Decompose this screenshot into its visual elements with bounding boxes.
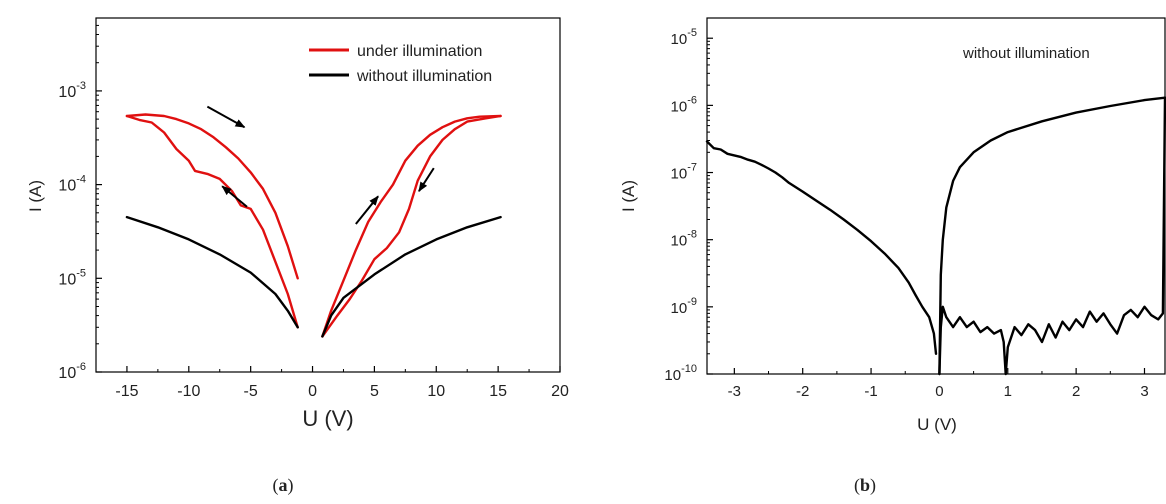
plot-frame (95, 17, 561, 373)
x-tick-label: -3 (728, 383, 741, 400)
series-line-series-0 (705, 140, 938, 355)
x-tick-label: 5 (370, 383, 379, 400)
y-axis: 10-6 10-5 10-4 10-3 (58, 24, 102, 382)
x-tick-label: -1 (864, 383, 877, 400)
direction-arrow (355, 195, 379, 225)
series-line-under-illumination (321, 114, 502, 338)
series-line-series-0 (938, 96, 1166, 376)
series-line-without-illumination (321, 215, 502, 338)
x-tick-label: 10 (427, 383, 445, 400)
y-tick-label: 10-5 (58, 267, 86, 288)
x-tick-label: 1 (1004, 383, 1012, 400)
y-tick-label: 10-6 (58, 361, 86, 382)
y-axis-label: I (A) (619, 180, 638, 212)
series-line-under-illumination (321, 114, 502, 338)
x-tick-label: 15 (489, 383, 507, 400)
y-tick-label: 10-8 (671, 229, 697, 250)
panel-label-b: (b) (854, 475, 876, 496)
panel-label-a: (a) (273, 475, 294, 496)
x-tick-label: -15 (115, 383, 138, 400)
x-axis-label: U (V) (917, 415, 957, 434)
y-tick-label: 10-9 (671, 296, 697, 317)
direction-arrow (206, 105, 246, 129)
x-tick-label: 20 (551, 383, 569, 400)
series-line-under-illumination (125, 114, 299, 329)
y-axis-label: I (A) (26, 180, 45, 212)
series-line-series-0 (938, 96, 1166, 376)
x-axis: -15 -10 -5 0 5 10 15 20 (115, 366, 569, 400)
x-tick-label: -2 (796, 383, 809, 400)
series-layer (705, 96, 1166, 376)
y-tick-label: 10-10 (664, 363, 697, 384)
x-tick-label: 0 (935, 383, 943, 400)
x-tick-label: -10 (177, 383, 200, 400)
y-tick-label: 10-4 (58, 174, 86, 195)
series-line-under-illumination (125, 113, 299, 280)
y-axis: 10-10 10-9 10-8 10-7 10-6 10-5 (664, 27, 713, 384)
direction-arrow (221, 185, 248, 208)
y-tick-label: 10-3 (58, 80, 86, 101)
chart-panel-a: -15 -10 -5 0 5 10 15 20 10-610-510-410-3 U (V) … (26, 17, 569, 496)
annotation-text: without illumination (962, 45, 1090, 62)
legend-label-under-illumination: under illumination (357, 43, 482, 60)
legend: under illumination without illumination (309, 43, 492, 85)
direction-arrow (418, 167, 435, 193)
x-axis-label: U (V) (302, 406, 353, 431)
series-layer (125, 113, 502, 338)
x-axis: -3 -2 -1 0 1 2 3 (728, 368, 1149, 400)
x-tick-label: 2 (1072, 383, 1080, 400)
y-tick-label: 10-5 (671, 27, 697, 48)
arrow-layer (206, 105, 435, 225)
x-tick-label: 3 (1140, 383, 1148, 400)
y-tick-label: 10-7 (671, 162, 697, 183)
chart-panel-b: -3 -2 -1 0 1 2 3 10-10 10-9 10-8 10-7 10-6 10-5 wit… (619, 17, 1166, 496)
series-line-without-illumination (125, 215, 299, 329)
x-tick-label: 0 (308, 383, 317, 400)
x-tick-label: -5 (244, 383, 258, 400)
y-tick-label: 10-6 (671, 94, 697, 115)
legend-label-without-illumination: without illumination (356, 68, 492, 85)
